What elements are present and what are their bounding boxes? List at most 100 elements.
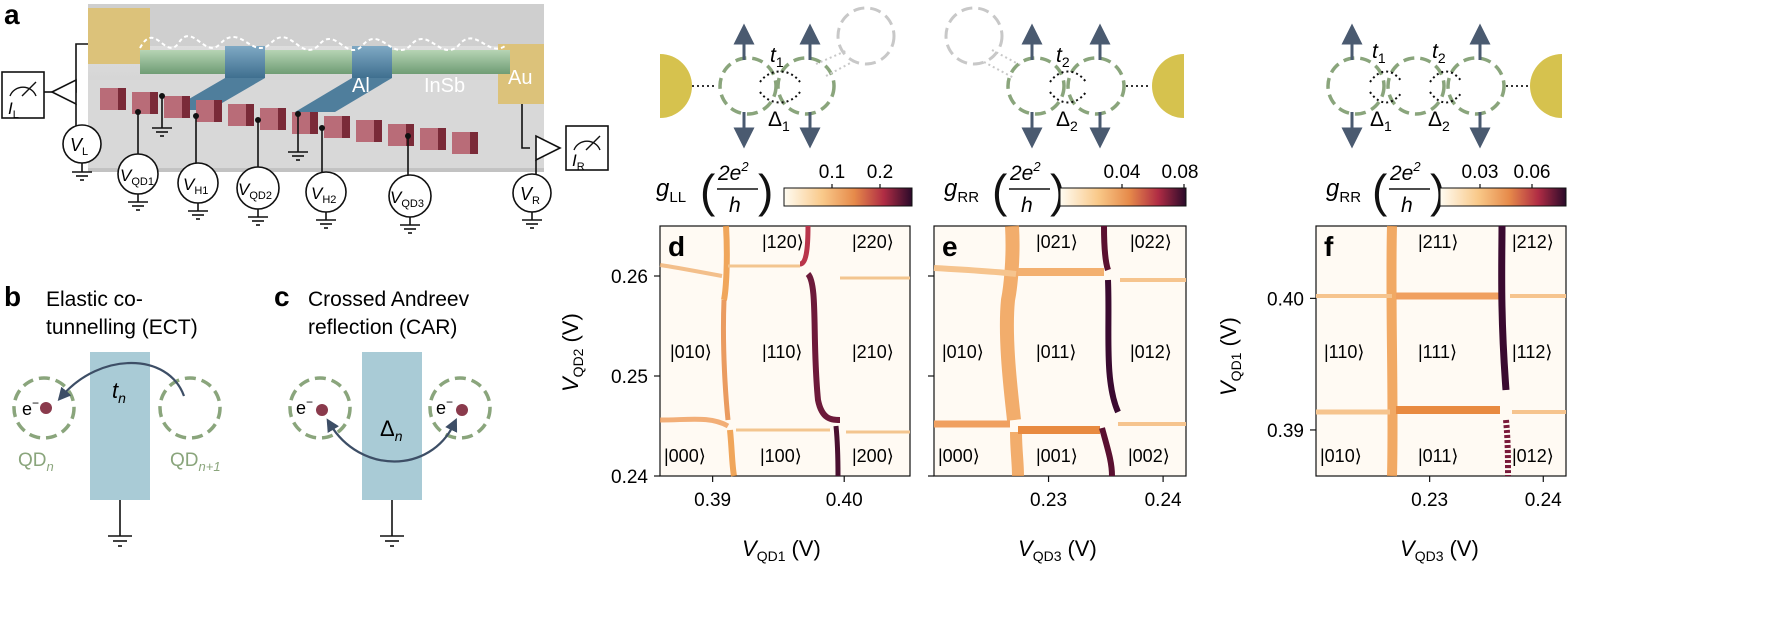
y-tick-label: 0.24 bbox=[611, 467, 648, 488]
ect-hop-arrow bbox=[57, 361, 186, 401]
ground-1 bbox=[152, 93, 172, 137]
vqd1-source: VQD1 bbox=[117, 109, 159, 211]
ect-left-dot-ring bbox=[12, 376, 76, 440]
svg-text:IR: IR bbox=[572, 151, 585, 173]
plot-d-area bbox=[659, 225, 911, 477]
aluminium-lead-1 bbox=[170, 78, 265, 110]
cbar-f-tick-2: 0.06 bbox=[1514, 162, 1551, 183]
ground-2 bbox=[288, 111, 308, 161]
material-insb: InSb bbox=[424, 75, 465, 97]
svg-text:Δ2: Δ2 bbox=[1056, 108, 1078, 134]
svg-text:VR: VR bbox=[520, 184, 540, 207]
svg-text:(: ( bbox=[700, 165, 716, 217]
car-right-dot-ring bbox=[428, 376, 492, 440]
state-label: |010⟩ bbox=[942, 342, 984, 362]
plot-f-states: |211⟩ |212⟩ |110⟩ |111⟩ |112⟩ |010⟩ |011… bbox=[1320, 232, 1554, 466]
ect-title-line1: Elastic co- bbox=[46, 288, 143, 311]
svg-text:2e2: 2e2 bbox=[717, 159, 749, 185]
plot-d-states: |120⟩ |220⟩ |010⟩ |110⟩ |210⟩ |000⟩ |100… bbox=[664, 232, 894, 466]
svg-text:gRR: gRR bbox=[944, 175, 979, 206]
state-label: |111⟩ bbox=[1418, 342, 1457, 362]
svg-text:e−: e− bbox=[296, 395, 313, 418]
back-plane bbox=[88, 4, 544, 46]
panel-e: e 0.23 0.24 |021⟩ |022⟩ |010⟩ |011⟩ |012⟩… bbox=[928, 225, 1187, 564]
state-label: |012⟩ bbox=[1130, 342, 1172, 362]
plot-e-states: |021⟩ |022⟩ |010⟩ |011⟩ |012⟩ |000⟩ |001… bbox=[938, 232, 1172, 466]
schem-d-t: t bbox=[770, 44, 777, 67]
svg-text:t1: t1 bbox=[770, 44, 784, 70]
colorbar-f-gradient bbox=[1439, 187, 1567, 207]
svg-text:h: h bbox=[729, 194, 741, 217]
state-label: |010⟩ bbox=[1320, 446, 1362, 466]
svg-text:Δ2: Δ2 bbox=[1428, 108, 1450, 134]
schematic-f: t1 t2 Δ1 Δ2 bbox=[1326, 23, 1562, 149]
vh1-source: VH1 bbox=[177, 113, 219, 220]
aluminium-lead-2 bbox=[295, 78, 392, 112]
nanowire bbox=[140, 50, 510, 74]
vl-source: VL bbox=[62, 124, 102, 181]
plot-d-ylabel: VQD2(V) bbox=[558, 313, 586, 392]
panel-d: d 0.39 0.40 0.24 0.25 0.26 |120⟩ |220⟩ |010⟩… bbox=[558, 225, 911, 564]
state-label: |220⟩ bbox=[852, 232, 894, 252]
vqd2-source: VQD2 bbox=[236, 117, 280, 226]
plot-f-area bbox=[1315, 225, 1567, 477]
ect-right-dot-ring bbox=[158, 376, 222, 440]
right-lead-wire bbox=[521, 104, 530, 149]
state-label: |001⟩ bbox=[1036, 446, 1078, 466]
state-label: |110⟩ bbox=[1324, 342, 1364, 362]
svg-text:h: h bbox=[1021, 194, 1033, 217]
state-label: |211⟩ bbox=[1418, 232, 1458, 252]
svg-text:VQD1: VQD1 bbox=[120, 166, 154, 188]
colorbar-e: gRR ( 2e2 h ) 0.04 0.08 bbox=[944, 159, 1198, 217]
material-al: Al bbox=[352, 75, 370, 97]
state-label: |002⟩ bbox=[1128, 446, 1170, 466]
panel-label-a: a bbox=[4, 0, 20, 30]
panel-label-d: d bbox=[668, 231, 685, 262]
x-tick-label: 0.39 bbox=[694, 490, 731, 511]
state-label: |210⟩ bbox=[852, 342, 894, 362]
x-tick-label: 0.24 bbox=[1145, 490, 1182, 511]
left-gold-contact bbox=[88, 8, 150, 64]
left-ammeter: IL bbox=[1, 71, 52, 121]
material-au: Au bbox=[508, 67, 532, 89]
car-electron-label-left: e bbox=[296, 398, 306, 418]
car-coupling: Δ bbox=[380, 416, 395, 441]
state-label: |011⟩ bbox=[1418, 446, 1458, 466]
svg-text:h: h bbox=[1401, 194, 1413, 217]
schem-d-delta: Δ bbox=[768, 108, 782, 131]
plot-d-axes: 0.39 0.40 0.24 0.25 0.26 bbox=[611, 267, 863, 511]
plot-d-traces bbox=[659, 225, 910, 477]
svg-text:VQD2: VQD2 bbox=[238, 180, 272, 202]
plot-d-xlabel: VQD1 (V) bbox=[742, 536, 821, 564]
y-tick-label: 0.39 bbox=[1267, 421, 1304, 442]
aluminium-patch-1 bbox=[225, 46, 265, 78]
aluminium-patch-2 bbox=[352, 46, 392, 78]
svg-text:gLL: gLL bbox=[656, 175, 686, 206]
car-title-line2: reflection (CAR) bbox=[308, 316, 457, 339]
car-pair-arrow bbox=[326, 418, 458, 463]
svg-text:gRR: gRR bbox=[1326, 175, 1361, 206]
panel-label-f: f bbox=[1324, 231, 1334, 262]
ect-coupling: t bbox=[112, 378, 119, 403]
cbar-f-symbol: g bbox=[1326, 175, 1340, 202]
svg-text:Δ1: Δ1 bbox=[1370, 108, 1392, 134]
schem-f-t2: t bbox=[1432, 40, 1439, 63]
svg-text:QDn+1: QDn+1 bbox=[170, 450, 221, 474]
ir-symbol: I bbox=[572, 151, 577, 170]
svg-text:t2: t2 bbox=[1056, 44, 1070, 70]
state-label: |000⟩ bbox=[664, 446, 706, 466]
vh2-source: VH2 bbox=[305, 125, 347, 229]
svg-text:QDn: QDn bbox=[18, 450, 54, 474]
schem-e-t: t bbox=[1056, 44, 1063, 67]
x-tick-label: 0.23 bbox=[1411, 490, 1448, 511]
ect-qd-right: QD bbox=[170, 450, 199, 471]
schematic-e: t2 Δ2 bbox=[944, 6, 1184, 149]
y-tick-label: 0.40 bbox=[1267, 289, 1304, 310]
svg-text:VQD3: VQD3 bbox=[390, 188, 424, 210]
svg-text:2e2: 2e2 bbox=[1009, 159, 1041, 185]
cbar-e-tick-2: 0.08 bbox=[1162, 162, 1199, 183]
wavefunction-trace bbox=[139, 35, 506, 52]
svg-text:VH2: VH2 bbox=[311, 184, 336, 206]
colorbar-d: gLL ( 2e2 h ) 0.1 0.2 bbox=[656, 159, 913, 217]
